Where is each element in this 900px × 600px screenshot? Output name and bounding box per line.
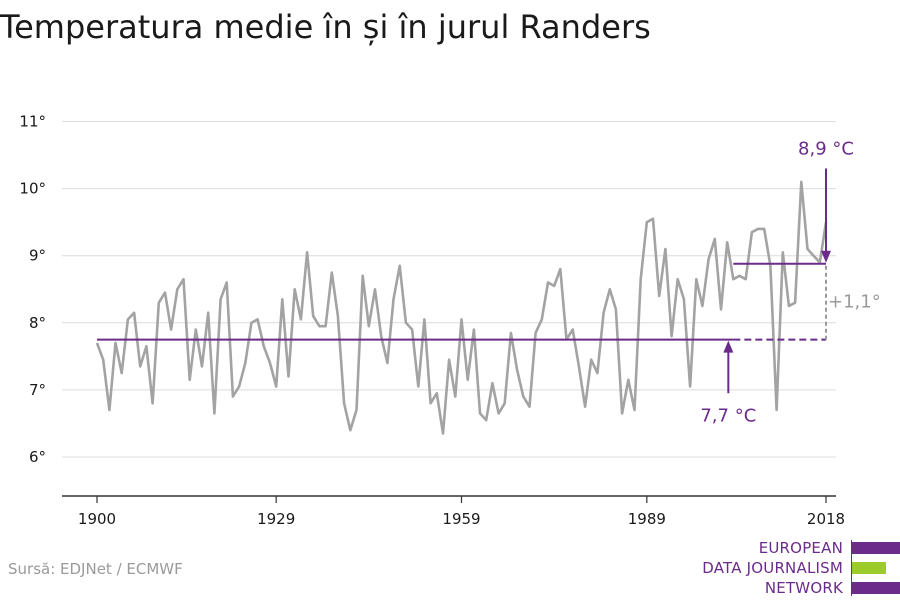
y-axis-ticks: 6° 7° 8° 9° 10° 11°	[19, 113, 46, 467]
series-layer	[95, 180, 828, 435]
average-lines	[97, 262, 826, 341]
baseline-avg-arrowhead	[723, 340, 734, 353]
y-tick-label: 8°	[29, 314, 46, 332]
edjnet-logo[interactable]: EUROPEAN DATA JOURNALISM NETWORK	[702, 540, 900, 596]
chart: 6° 7° 8° 9° 10° 11° 1900 1929 1959 1989 2018 +1,1…	[19, 113, 880, 529]
temperature-series-line	[95, 180, 828, 435]
y-tick-label: 10°	[19, 180, 46, 198]
source-label: Sursă: EDJNet / ECMWF	[8, 560, 183, 578]
difference-label: +1,1°	[828, 292, 881, 313]
logo-line-1: EUROPEAN	[758, 539, 843, 557]
x-axis: 1900 1929 1959 1989 2018	[62, 495, 845, 528]
recent-average-label: 8,9 °C	[798, 138, 854, 159]
x-tick-label: 1929	[257, 510, 295, 528]
x-tick-label: 1900	[78, 510, 116, 528]
logo-line-2: DATA JOURNALISM	[702, 559, 843, 577]
y-tick-label: 6°	[29, 448, 46, 466]
y-tick-label: 9°	[29, 247, 46, 265]
logo-bar-purple-top	[852, 542, 900, 554]
chart-title: Temperatura medie în și în jurul Randers	[0, 8, 651, 46]
y-tick-label: 11°	[19, 113, 46, 131]
annotations: +1,1° 8,9 °C 7,7 °C	[700, 138, 880, 426]
logo-bar-green	[852, 562, 886, 574]
y-tick-label: 7°	[29, 381, 46, 399]
baseline-average-label: 7,7 °C	[700, 405, 756, 426]
recent-avg-arrowhead	[821, 250, 831, 263]
grid-lines	[62, 121, 836, 458]
logo-mark	[851, 540, 900, 596]
x-tick-label: 2018	[807, 510, 845, 528]
logo-line-3: NETWORK	[764, 579, 843, 597]
logo-text: EUROPEAN DATA JOURNALISM NETWORK	[702, 540, 843, 596]
x-tick-label: 1989	[628, 510, 666, 528]
logo-bar-purple-bottom	[852, 582, 900, 594]
x-tick-label: 1959	[442, 510, 480, 528]
